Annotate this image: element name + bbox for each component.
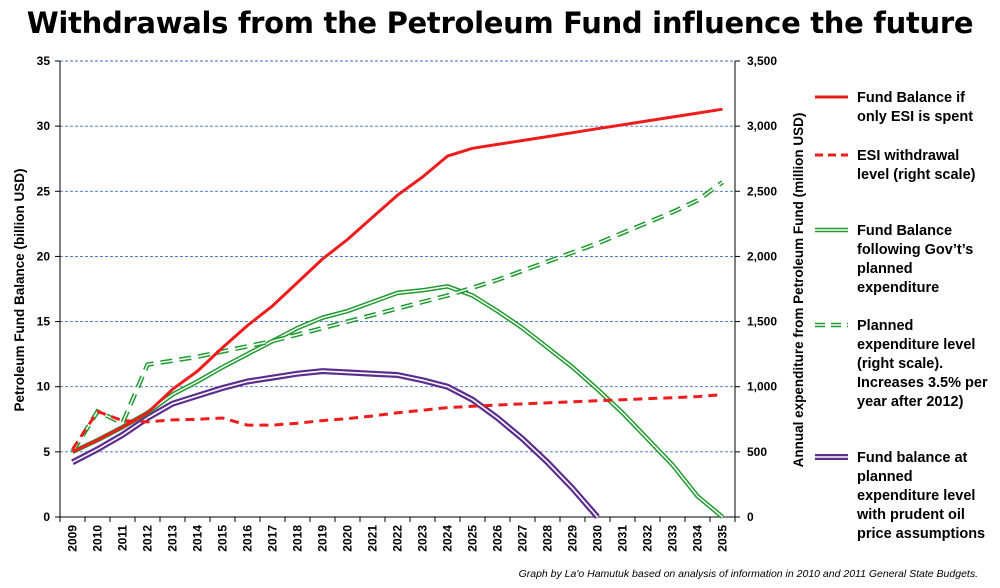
y2-tick-label: 3,500	[747, 54, 777, 68]
y-axis-label: Petroleum Fund Balance (billion USD)	[12, 168, 27, 411]
legend-label: expenditure	[857, 280, 939, 296]
legend-label: price assumptions	[857, 526, 985, 542]
x-tick-label: 2019	[316, 525, 330, 552]
series-line-2-inner	[72, 285, 723, 518]
left-axis-ticks: 0 5 10 15 20 25 30 35	[37, 54, 51, 524]
legend-label: with prudent oil	[856, 507, 965, 523]
x-tick-label: 2010	[91, 525, 105, 552]
source-credit: Graph by La'o Hamutuk based on analysis …	[518, 568, 978, 580]
legend-label: level (right scale)	[857, 167, 976, 183]
x-tick-label: 2024	[441, 525, 455, 552]
legend-label: planned	[857, 469, 913, 485]
legend-label: planned	[857, 261, 913, 277]
y2-tick-label: 1,000	[747, 380, 777, 394]
y-tick-label: 0	[43, 510, 50, 524]
y2-tick-label: 2,500	[747, 184, 777, 198]
y2-axis-label: Annual expenditure from Petroleum Fund (…	[791, 113, 806, 468]
legend-label: following Gov’t’s	[857, 242, 973, 258]
y2-tick-label: 3,000	[747, 119, 777, 133]
series-line-0	[71, 107, 723, 454]
legend-label: expenditure level	[857, 337, 975, 353]
x-axis-ticks: 2009 2010 2011 2012 2013 2014 2015 2016 2017 2018…	[66, 525, 730, 552]
y2-tick-label: 0	[747, 510, 754, 524]
legend: Fund Balance if only ESI is spent ESI with…	[815, 90, 988, 542]
x-tick-label: 2030	[591, 525, 605, 552]
x-tick-label: 2014	[191, 525, 205, 552]
series-line-3-inner	[71, 181, 723, 453]
series-line-4-inner	[72, 370, 599, 518]
right-axis-ticks: 0 500 1,000 1,500 2,000 2,500 3,000 3,500	[747, 54, 777, 524]
x-tick-label: 2029	[566, 525, 580, 552]
y-tick-label: 25	[37, 184, 51, 198]
chart-title: Withdrawals from the Petroleum Fund infl…	[26, 6, 974, 40]
x-tick-label: 2013	[166, 525, 180, 552]
legend-label: (right scale).	[857, 356, 943, 372]
legend-label: Increases 3.5% per	[857, 375, 988, 391]
axes	[55, 60, 740, 522]
legend-label: Planned	[857, 318, 913, 334]
y2-tick-label: 500	[747, 445, 767, 459]
legend-label: Fund balance at	[857, 450, 968, 466]
legend-label: Fund Balance if	[857, 90, 965, 106]
y-tick-label: 15	[37, 315, 51, 329]
series-line-1	[71, 393, 723, 451]
y-tick-label: 5	[43, 445, 50, 459]
legend-label: year after 2012)	[857, 394, 964, 410]
gridlines	[60, 60, 735, 453]
y2-tick-label: 2,000	[747, 249, 777, 263]
x-tick-label: 2011	[116, 525, 130, 551]
x-tick-label: 2012	[141, 525, 155, 552]
legend-label: only ESI is spent	[857, 109, 973, 125]
y-tick-label: 10	[37, 380, 51, 394]
series-lines	[70, 107, 724, 519]
x-tick-label: 2016	[241, 525, 255, 552]
y-tick-label: 20	[37, 249, 51, 263]
x-tick-label: 2018	[291, 525, 305, 552]
x-tick-label: 2022	[391, 525, 405, 552]
x-tick-label: 2026	[491, 525, 505, 552]
x-tick-label: 2015	[216, 525, 230, 552]
legend-label: Fund Balance	[857, 223, 952, 239]
x-tick-label: 2020	[341, 525, 355, 552]
x-tick-label: 2021	[366, 525, 380, 552]
x-tick-label: 2025	[466, 525, 480, 552]
legend-label: expenditure level	[857, 488, 975, 504]
x-tick-label: 2009	[66, 525, 80, 552]
y2-tick-label: 1,500	[747, 315, 777, 329]
x-tick-label: 2031	[616, 525, 630, 552]
x-tick-label: 2028	[541, 525, 555, 552]
x-tick-label: 2032	[641, 525, 655, 552]
x-tick-label: 2027	[516, 525, 530, 552]
series-line-4	[71, 368, 600, 519]
x-tick-label: 2017	[266, 525, 280, 552]
y-tick-label: 30	[37, 119, 51, 133]
y-tick-label: 35	[37, 54, 51, 68]
x-tick-label: 2033	[666, 525, 680, 552]
x-tick-label: 2035	[716, 525, 730, 552]
x-tick-label: 2023	[416, 525, 430, 552]
x-tick-label: 2034	[691, 525, 705, 552]
legend-label: ESI withdrawal	[857, 148, 959, 164]
